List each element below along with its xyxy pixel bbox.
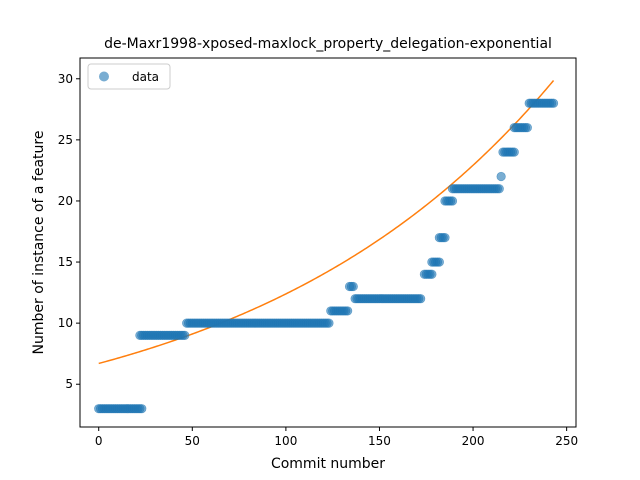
y-tick-label: 20	[58, 194, 73, 208]
x-tick-label: 250	[555, 434, 578, 448]
x-tick-label: 150	[368, 434, 391, 448]
data-point	[137, 404, 147, 414]
legend-box	[87, 63, 171, 90]
plot-frame	[79, 57, 577, 428]
legend-marker-icon	[99, 71, 109, 82]
y-tick-label: 30	[58, 72, 73, 86]
x-tick-label: 0	[95, 434, 103, 448]
data-point	[180, 330, 190, 340]
data-point	[427, 269, 437, 279]
data-point	[447, 196, 458, 206]
data-point	[324, 318, 334, 328]
data-point	[494, 184, 504, 194]
y-tick-label: 25	[58, 133, 73, 147]
x-axis-ticks: 0 50 100 150 200 250	[95, 427, 578, 448]
y-tick-label: 10	[58, 316, 73, 330]
x-tick-label: 50	[185, 434, 200, 448]
data-point	[440, 233, 450, 243]
y-tick-label: 15	[58, 255, 73, 269]
y-axis-label: Number of instance of a feature	[31, 131, 47, 355]
x-tick-label: 100	[274, 434, 297, 448]
chart-title: de-Maxr1998-xposed-maxlock_property_dele…	[104, 36, 552, 52]
y-tick-label: 5	[65, 377, 73, 391]
data-point	[348, 281, 358, 292]
data-point	[522, 123, 532, 133]
data-point	[496, 171, 506, 182]
data-points	[94, 98, 559, 414]
x-tick-label: 200	[462, 434, 485, 448]
data-point	[548, 98, 559, 108]
y-axis-ticks: 5 10 15 20 25 30	[58, 72, 80, 391]
x-axis-label: Commit number	[271, 456, 385, 472]
fit-layer	[98, 79, 555, 365]
legend-label-data: data	[132, 70, 159, 84]
exponential-fit-line	[98, 79, 555, 365]
data-point	[509, 147, 519, 157]
data-point	[434, 257, 444, 267]
legend: data	[87, 63, 171, 90]
data-point	[416, 294, 426, 304]
data-point	[343, 306, 353, 316]
